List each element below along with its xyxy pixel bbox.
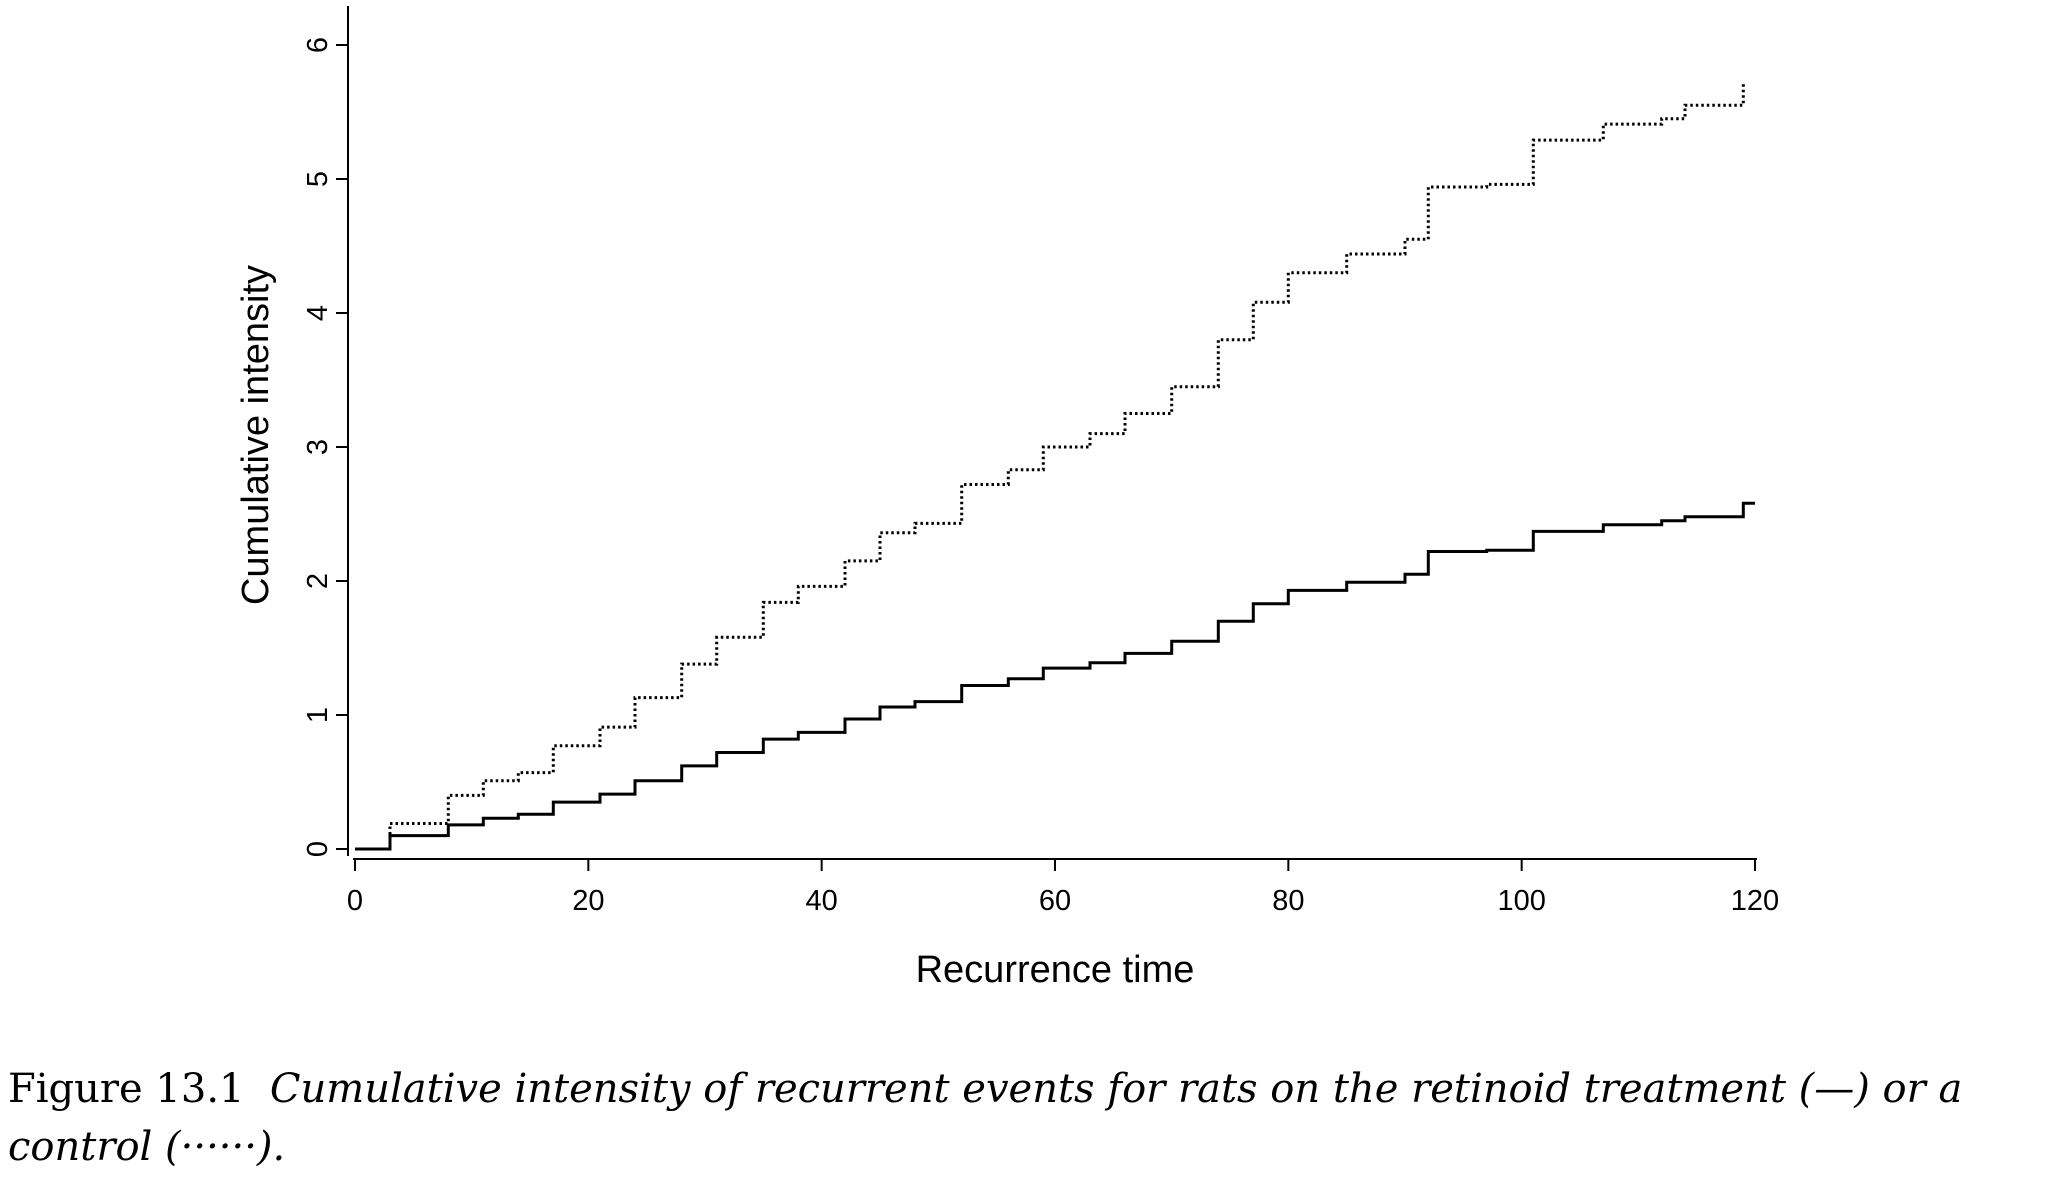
caption-text-1: Cumulative intensity of recurrent events… — [269, 1066, 1963, 1112]
y-tick-label: 1 — [302, 707, 334, 723]
y-tick-label: 6 — [302, 37, 334, 53]
y-tick-label: 5 — [302, 171, 334, 187]
caption-label: Figure 13.1 — [8, 1066, 245, 1112]
x-tick-label: 0 — [347, 885, 363, 917]
series-line-control — [355, 82, 1745, 851]
x-tick-label: 120 — [1731, 885, 1779, 917]
x-tick-label: 80 — [1272, 885, 1304, 917]
caption-line-1: Figure 13.1 Cumulative intensity of recu… — [8, 1060, 2058, 1118]
y-tick-label: 2 — [302, 573, 334, 589]
x-tick-label: 100 — [1497, 885, 1545, 917]
y-tick-label: 4 — [302, 305, 334, 321]
x-tick-label: 60 — [1039, 885, 1071, 917]
x-axis-title: Recurrence time — [916, 949, 1195, 991]
figure-caption: Figure 13.1 Cumulative intensity of recu… — [8, 1060, 2058, 1176]
series-line-retinoid — [355, 501, 1755, 851]
y-axis-title: Cumulative intensity — [235, 265, 277, 605]
series-layer — [355, 82, 1755, 851]
y-tick-label: 3 — [302, 439, 334, 455]
y-tick-label: 0 — [302, 841, 334, 857]
x-tick-label: 20 — [572, 885, 604, 917]
x-tick-label: 40 — [806, 885, 838, 917]
caption-text-2: control (······). — [8, 1124, 286, 1170]
caption-line-2: control (······). — [8, 1118, 2058, 1176]
